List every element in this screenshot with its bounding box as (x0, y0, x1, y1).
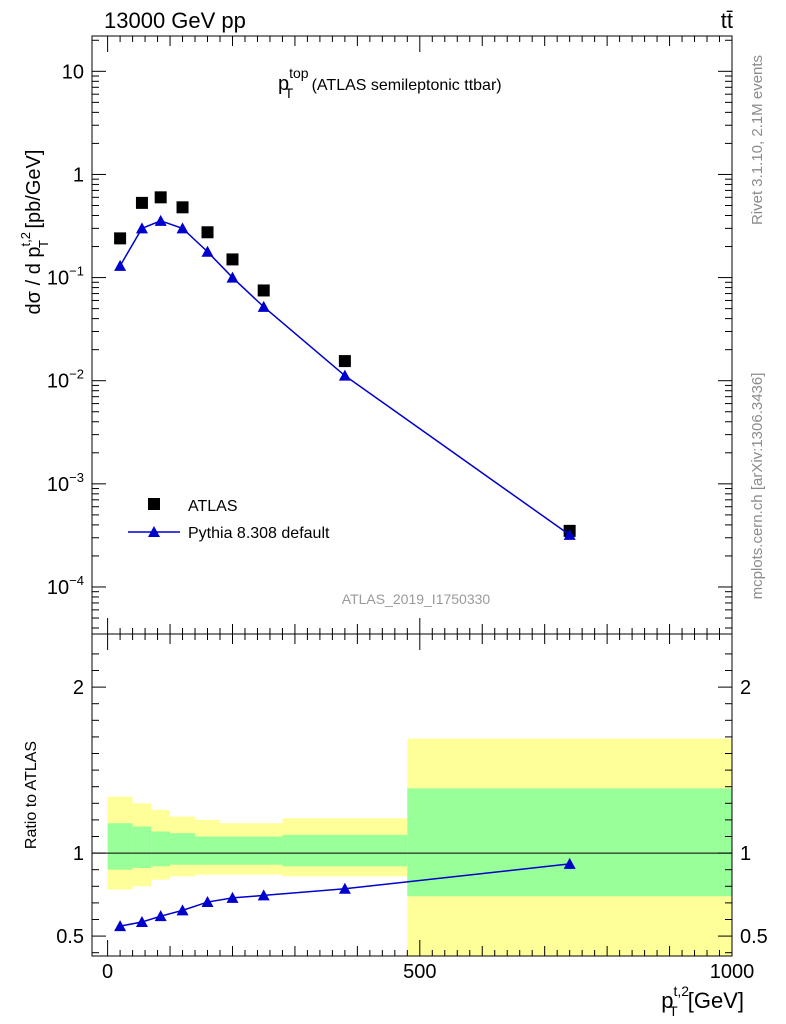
ratio-inner-band (151, 831, 171, 867)
x-axis-label: pt,2 T [GeV] (661, 983, 744, 1019)
process-label: tt̄ (721, 8, 733, 33)
atlas-data-point (226, 253, 239, 266)
main-y-tick-base: 10 (47, 577, 69, 599)
ratio-inner-band (195, 836, 220, 865)
legend-data-label: ATLAS (188, 498, 238, 515)
main-y-tick-exp: −1 (69, 264, 84, 279)
rivet-label: Rivet 3.1.10, 2.1M events (749, 55, 766, 225)
ratio-pythia-point (226, 891, 239, 903)
atlas-data-point (176, 201, 189, 214)
ratio-inner-band (132, 826, 152, 869)
legend-data-marker (148, 498, 160, 510)
ratio-y-label: Ratio to ATLAS (23, 741, 40, 849)
x-label-sub: T (669, 1003, 678, 1019)
main-y-label-unit: [pb/GeV] (23, 150, 45, 235)
ratio-pythia-point (114, 920, 127, 932)
legend-mc-marker (148, 526, 160, 537)
main-frame (91, 35, 733, 635)
pythia-point (154, 214, 167, 226)
legend: ATLAS Pythia 8.308 default (128, 498, 330, 542)
mcplots-label: mcplots.cern.ch [arXiv:1306.3436] (749, 373, 766, 600)
ratio-inner-band (407, 788, 732, 897)
pythia-point (114, 259, 127, 271)
main-y-tick-label: 10−3 (47, 470, 84, 496)
energy-label: 13000 GeV pp (104, 8, 246, 33)
main-y-tick-base: 10 (62, 61, 84, 83)
main-series (114, 191, 576, 540)
pythia-point (201, 245, 214, 257)
ratio-pythia-point (176, 904, 189, 916)
pythia-point (176, 222, 189, 234)
atlas-data-point (154, 191, 167, 204)
ratio-pythia-point (338, 882, 351, 894)
main-y-tick-label: 10−2 (47, 367, 84, 393)
x-label-main: p (661, 988, 673, 1013)
plot-title-rest: (ATLAS semileptonic ttbar) (307, 77, 501, 94)
plot-title: ptop T (ATLAS semileptonic ttbar) (278, 65, 502, 101)
x-tick-label: 0 (102, 961, 113, 983)
x-tick-labels: 0 500 1000 (102, 961, 754, 983)
ratio-inner-band (170, 833, 196, 865)
ratio-x-ticks (107, 634, 733, 956)
x-label-sup: t,2 (674, 983, 690, 999)
atlas-data-point (201, 226, 214, 239)
plot-title-sub: T (285, 85, 294, 101)
main-y-tick-exp: −4 (69, 573, 84, 588)
ratio-y-tick-label-right: 2 (740, 677, 751, 699)
ratio-panel: 0.5 0.5 1 1 2 2 Ratio to ATLAS (23, 633, 768, 957)
ratio-frame (91, 633, 733, 957)
main-x-ticks (107, 36, 733, 634)
ratio-y-tick-label-left: 2 (73, 677, 84, 699)
atlas-data-point (114, 232, 127, 245)
ratio-pythia-point (563, 857, 576, 869)
ratio-y-tick-label-right: 0.5 (740, 926, 768, 948)
main-y-tick-label: 1 (73, 164, 84, 186)
plot-title-sup: top (289, 65, 309, 81)
pythia-point (338, 369, 351, 381)
x-tick-label: 500 (403, 961, 436, 983)
ratio-inner-band (220, 836, 245, 865)
main-y-tick-base: 1 (73, 164, 84, 186)
main-y-tick-exp: −2 (69, 367, 84, 382)
legend-mc-label: Pythia 8.308 default (188, 525, 330, 542)
main-y-label-sup: t,2 (18, 232, 33, 246)
main-y-label-main: dσ / d p (23, 246, 45, 314)
x-tick-label: 1000 (710, 961, 755, 983)
ratio-y-tick-label-left: 1 (73, 843, 84, 865)
plot-title-main: p (278, 73, 289, 95)
ratio-bands (107, 738, 732, 956)
pythia-point (257, 300, 270, 312)
main-y-tick-label: 10−4 (47, 573, 84, 599)
main-y-tick-base: 10 (47, 268, 69, 290)
main-y-tick-base: 10 (47, 371, 69, 393)
ratio-y-tick-label-right: 1 (740, 843, 751, 865)
pythia-point (226, 271, 239, 283)
pythia-point (135, 222, 148, 234)
x-label-unit: [GeV] (682, 988, 744, 1013)
main-y-label-sub: T (36, 240, 51, 248)
atlas-data-point (338, 355, 351, 368)
ratio-pythia-point (257, 889, 270, 901)
atlas-data-point (257, 284, 270, 297)
ratio-pythia-point (135, 915, 148, 927)
main-y-tick-exp: −3 (69, 470, 84, 485)
ratio-inner-band (107, 823, 133, 870)
ratio-inner-band (244, 836, 283, 865)
analysis-id: ATLAS_2019_I1750330 (342, 591, 491, 607)
ratio-series (114, 857, 576, 932)
ratio-pythia-point (154, 910, 167, 922)
ratio-inner-band (282, 834, 408, 867)
atlas-data-point (135, 196, 148, 209)
ratio-y-tick-label-left: 0.5 (56, 926, 84, 948)
pythia-point (563, 528, 576, 540)
main-y-tick-label: 10 (62, 61, 84, 83)
ratio-pythia-point (201, 896, 214, 908)
main-y-tick-label: 10−1 (47, 264, 84, 290)
main-y-label: dσ / d pt,2 T [pb/GeV] (18, 150, 51, 315)
main-y-tick-base: 10 (47, 474, 69, 496)
